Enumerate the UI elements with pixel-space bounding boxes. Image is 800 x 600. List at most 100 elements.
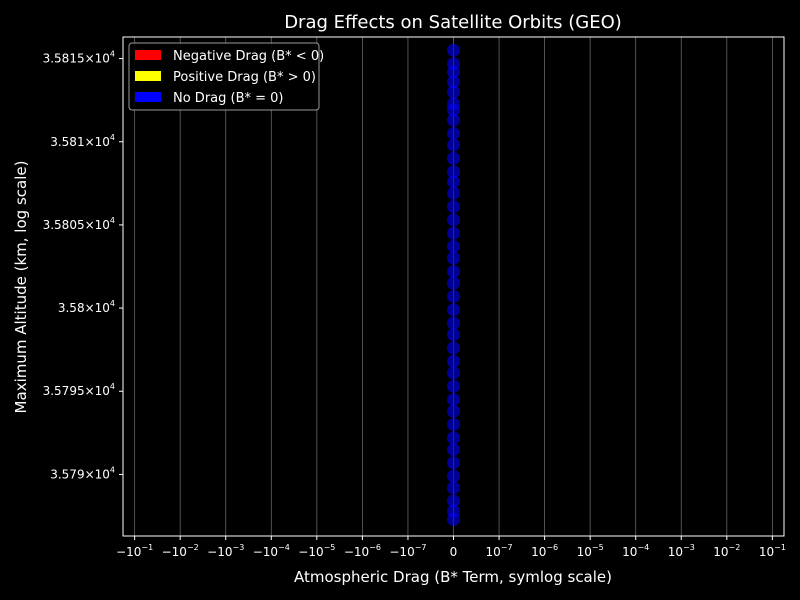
x-tick-base: −10 — [344, 545, 369, 559]
grid — [134, 37, 773, 536]
x-tick-label: 0 — [450, 545, 458, 559]
y-tick-exponent: 4 — [110, 50, 115, 59]
x-tick-exponent: −4 — [637, 543, 649, 552]
data-point — [447, 103, 460, 117]
x-tick-base: −10 — [253, 545, 278, 559]
data-point — [447, 251, 460, 265]
x-tick-base: −10 — [298, 545, 323, 559]
y-tick-base: 3.58×10 — [58, 301, 110, 315]
data-point — [447, 456, 460, 470]
y-tick-base: 3.5815×10 — [43, 52, 110, 66]
data-point — [447, 316, 460, 330]
x-tick-label: −10−7 — [389, 543, 426, 559]
data-point — [447, 240, 460, 254]
x-tick-exponent: −2 — [729, 543, 741, 552]
legend-label-positive: Positive Drag (B* > 0) — [173, 70, 316, 85]
data-point — [447, 175, 460, 189]
x-tick-base: 0 — [450, 545, 458, 559]
x-tick-base: 10 — [531, 545, 546, 559]
data-point — [447, 200, 460, 214]
legend-swatch-negative — [135, 50, 161, 60]
y-tick-base: 3.581×10 — [50, 135, 110, 149]
x-tick-base: −10 — [116, 545, 141, 559]
y-tick-label: 3.5805×104 — [43, 216, 115, 232]
x-tick-base: 10 — [622, 545, 637, 559]
y-axis-ticks: 3.579×1043.5795×1043.58×1043.5805×1043.5… — [43, 50, 123, 481]
data-point — [447, 186, 460, 200]
data-point — [447, 226, 460, 240]
data-point — [447, 418, 460, 432]
x-tick-exponent: −6 — [369, 543, 381, 552]
data-point — [447, 165, 460, 179]
data-point — [447, 494, 460, 508]
x-tick-exponent: −1 — [774, 543, 786, 552]
x-axis-ticks: −10−1 −10−2 −10−3 −10−4 −10−5 −10−6 −10−7 0 10−7… — [116, 536, 786, 559]
x-tick-exponent: −3 — [233, 543, 245, 552]
x-tick-exponent: −7 — [415, 543, 427, 552]
data-point — [447, 113, 460, 127]
data-point — [447, 85, 460, 99]
x-axis-label: Atmospheric Drag (B* Term, symlog scale) — [294, 568, 612, 586]
data-point — [447, 75, 460, 89]
x-tick-label: −10−4 — [253, 543, 290, 559]
y-tick-exponent: 4 — [110, 299, 115, 308]
y-tick-base: 3.5805×10 — [43, 218, 110, 232]
x-tick-base: 10 — [668, 545, 683, 559]
data-point — [447, 481, 460, 495]
data-point — [447, 43, 460, 57]
x-tick-label: 10−3 — [668, 543, 695, 559]
x-tick-base: 10 — [713, 545, 728, 559]
legend: Negative Drag (B* < 0) Positive Drag (B*… — [128, 42, 324, 111]
data-point — [447, 65, 460, 79]
data-point — [447, 354, 460, 368]
data-point — [447, 469, 460, 483]
y-tick-base: 3.579×10 — [50, 467, 110, 481]
x-tick-exponent: −5 — [592, 543, 604, 552]
x-tick-exponent: −2 — [187, 543, 199, 552]
x-tick-exponent: −7 — [501, 543, 513, 552]
x-tick-base: −10 — [389, 545, 414, 559]
data-point — [447, 341, 460, 355]
data-point — [447, 213, 460, 227]
data-point — [447, 303, 460, 317]
data-point — [447, 442, 460, 456]
x-tick-base: 10 — [486, 545, 501, 559]
x-tick-label: 10−4 — [622, 543, 649, 559]
y-tick-label: 3.579×104 — [50, 465, 115, 481]
data-point — [447, 126, 460, 140]
x-tick-label: −10−6 — [344, 543, 381, 559]
y-tick-label: 3.5815×104 — [43, 50, 115, 66]
x-tick-label: −10−2 — [162, 543, 199, 559]
x-tick-label: 10−6 — [531, 543, 558, 559]
data-point — [447, 328, 460, 342]
x-tick-base: −10 — [207, 545, 232, 559]
y-tick-label: 3.581×104 — [50, 133, 115, 149]
x-tick-label: 10−1 — [759, 543, 786, 559]
data-point — [447, 404, 460, 418]
data-point — [447, 431, 460, 445]
data-point — [447, 151, 460, 165]
y-tick-label: 3.58×104 — [58, 299, 115, 315]
y-tick-label: 3.5795×104 — [43, 382, 115, 398]
x-tick-label: −10−3 — [207, 543, 244, 559]
legend-swatch-no-drag — [135, 92, 161, 102]
legend-box — [128, 42, 320, 111]
data-point — [447, 393, 460, 407]
x-tick-label: 10−5 — [577, 543, 604, 559]
x-tick-exponent: −3 — [683, 543, 695, 552]
legend-swatch-positive — [135, 71, 161, 81]
x-tick-label: −10−1 — [116, 543, 153, 559]
data-point — [447, 264, 460, 278]
data-points — [447, 43, 460, 526]
chart-title: Drag Effects on Satellite Orbits (GEO) — [284, 12, 622, 33]
data-point — [447, 512, 460, 526]
x-tick-exponent: −1 — [141, 543, 153, 552]
x-tick-exponent: −4 — [278, 543, 290, 552]
x-tick-label: 10−7 — [486, 543, 513, 559]
y-tick-base: 3.5795×10 — [43, 384, 110, 398]
data-point — [447, 289, 460, 303]
y-axis-label: Maximum Altitude (km, log scale) — [12, 161, 30, 414]
legend-label-negative: Negative Drag (B* < 0) — [173, 49, 324, 64]
